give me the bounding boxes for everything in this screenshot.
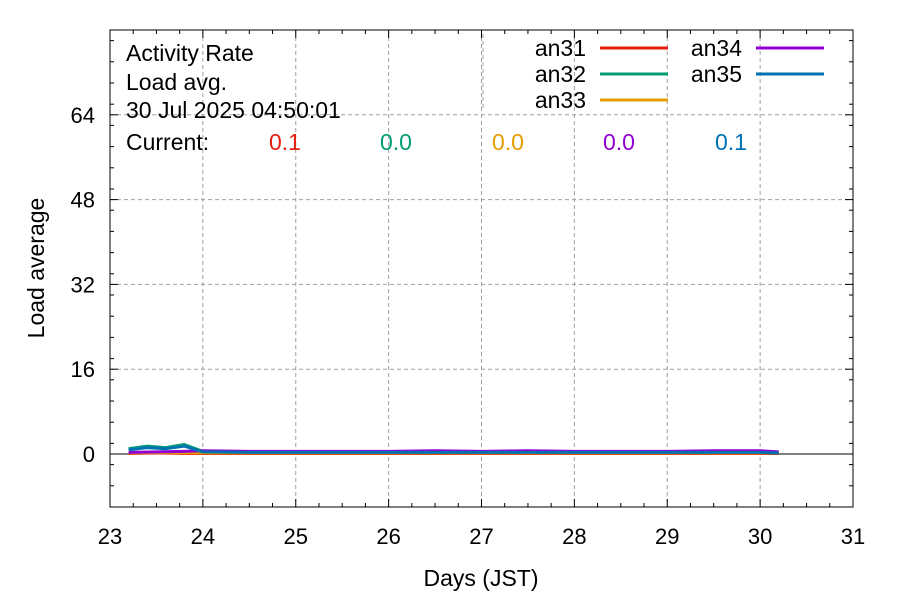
legend-label-an34: an34 bbox=[691, 35, 742, 61]
current-label: Current: bbox=[126, 129, 209, 155]
y-axis-title: Load average bbox=[23, 198, 49, 339]
chart-timestamp: 30 Jul 2025 04:50:01 bbox=[126, 97, 341, 123]
current-value-an34: 0.0 bbox=[603, 129, 635, 155]
current-value-an35: 0.1 bbox=[715, 129, 747, 155]
x-tick-label: 27 bbox=[469, 524, 493, 549]
legend-label-an33: an33 bbox=[535, 87, 586, 113]
x-axis-title: Days (JST) bbox=[424, 565, 539, 591]
current-value-an31: 0.1 bbox=[269, 129, 301, 155]
series-line-an35 bbox=[128, 444, 779, 455]
x-tick-label: 31 bbox=[841, 524, 865, 549]
x-tick-label: 24 bbox=[191, 524, 215, 549]
current-value-an33: 0.0 bbox=[492, 129, 524, 155]
chart-subtitle: Load avg. bbox=[126, 69, 227, 95]
current-values: 0.1 0.0 0.0 0.0 0.1 bbox=[269, 129, 747, 155]
y-tick-label: 16 bbox=[71, 357, 95, 382]
chart-title: Activity Rate bbox=[126, 40, 254, 66]
y-tick-label: 48 bbox=[71, 188, 95, 213]
grid bbox=[110, 30, 853, 507]
x-tick-label: 23 bbox=[98, 524, 122, 549]
x-tick-label: 26 bbox=[376, 524, 400, 549]
x-tick-label: 28 bbox=[562, 524, 586, 549]
series-lines bbox=[128, 443, 779, 455]
x-tick-label: 30 bbox=[748, 524, 772, 549]
legend-label-an31: an31 bbox=[535, 35, 586, 61]
current-value-an32: 0.0 bbox=[380, 129, 412, 155]
y-tick-label: 32 bbox=[71, 272, 95, 297]
legend-label-an32: an32 bbox=[535, 61, 586, 87]
x-tick-label: 25 bbox=[284, 524, 308, 549]
y-tick-label: 0 bbox=[83, 442, 95, 467]
legend-label-an35: an35 bbox=[691, 61, 742, 87]
x-tick-label: 29 bbox=[655, 524, 679, 549]
y-tick-label: 64 bbox=[71, 103, 95, 128]
axis-ticks: 23 24 25 26 27 28 29 30 31 0 16 32 48 64 bbox=[71, 30, 865, 549]
